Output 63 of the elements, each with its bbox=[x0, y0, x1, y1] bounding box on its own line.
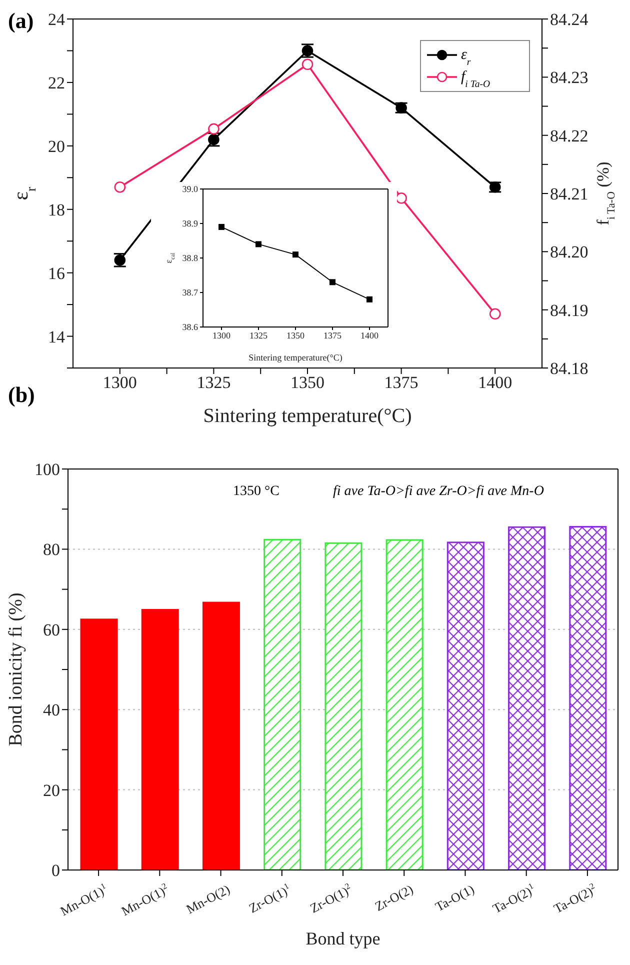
point bbox=[366, 296, 372, 302]
bar bbox=[264, 538, 302, 870]
x-tick-label: 1325 bbox=[196, 373, 231, 392]
point bbox=[330, 279, 336, 286]
y2-tick-label: 84.22 bbox=[550, 126, 588, 146]
point bbox=[256, 241, 262, 248]
x-axis-title: Bond type bbox=[306, 928, 380, 949]
x-tick-label: 1350 bbox=[290, 373, 324, 392]
bar bbox=[386, 539, 424, 870]
point bbox=[114, 181, 126, 193]
y2-tick-label: 84.23 bbox=[550, 68, 588, 88]
bar bbox=[80, 618, 118, 870]
y-tick-label: 80 bbox=[43, 540, 60, 560]
y-tick-label: 20 bbox=[43, 780, 60, 800]
annotation: fi ave Ta-O>fi ave Zr-O>fi ave Mn-O bbox=[333, 484, 544, 500]
x-tick-label: 1375 bbox=[384, 373, 418, 392]
chart-title: (a) bbox=[8, 8, 34, 34]
x-tick-label: 1350 bbox=[286, 330, 305, 340]
y2-tick-label: 84.24 bbox=[550, 10, 589, 30]
y-tick-label: 16 bbox=[48, 264, 65, 283]
y-tick-label: 22 bbox=[48, 73, 65, 92]
legend-label: f$_{i Ta-O}$ bbox=[461, 69, 490, 90]
chart-title: (b) bbox=[8, 382, 35, 408]
y-axis-title: Bond ionicity fi (%) bbox=[5, 592, 26, 746]
x-axis-title: Sintering temperature(°C) bbox=[248, 352, 342, 362]
bar bbox=[141, 609, 179, 870]
y-tick-label: 100 bbox=[34, 460, 60, 480]
point bbox=[489, 308, 501, 320]
legend-label: ε$_{r}$ bbox=[461, 47, 471, 68]
x-tick-label: 1325 bbox=[250, 330, 268, 340]
y-tick-label: 38.8 bbox=[182, 253, 198, 264]
bar bbox=[569, 526, 607, 870]
point bbox=[218, 224, 224, 230]
y-tick-label: 60 bbox=[43, 620, 60, 640]
y-tick-label: 20 bbox=[48, 136, 65, 156]
y2-tick-label: 84.20 bbox=[550, 242, 588, 262]
x-tick-label: 1300 bbox=[212, 330, 231, 340]
y-tick-label: 0 bbox=[52, 861, 60, 880]
y-tick-label: 38.6 bbox=[182, 322, 198, 332]
point bbox=[302, 58, 314, 70]
y-tick-label: 24 bbox=[48, 10, 66, 30]
x-tick-label: 1300 bbox=[102, 373, 137, 392]
y2-tick-label: 84.18 bbox=[550, 359, 588, 378]
y2-tick-label: 84.19 bbox=[550, 300, 588, 320]
bar bbox=[324, 542, 362, 870]
y-tick-label: 14 bbox=[48, 327, 66, 346]
y-tick-label: 39.0 bbox=[182, 184, 198, 194]
y-tick-label: 18 bbox=[48, 200, 65, 220]
x-tick-label: 1400 bbox=[360, 330, 379, 340]
y2-tick-label: 84.21 bbox=[550, 184, 588, 204]
x-axis-title: Sintering temperature(°C) bbox=[203, 405, 412, 427]
x-tick-label: 1400 bbox=[478, 373, 512, 392]
point bbox=[396, 192, 407, 204]
bar bbox=[446, 542, 484, 870]
x-tick-label: 1375 bbox=[324, 330, 342, 340]
bar bbox=[202, 602, 240, 870]
y-tick-label: 40 bbox=[43, 700, 60, 720]
y-tick-label: 38.7 bbox=[182, 288, 198, 298]
bar bbox=[508, 526, 546, 870]
point bbox=[292, 252, 298, 258]
y-tick-label: 38.9 bbox=[182, 218, 198, 229]
point bbox=[208, 123, 220, 135]
annotation: 1350 °C bbox=[233, 484, 280, 500]
